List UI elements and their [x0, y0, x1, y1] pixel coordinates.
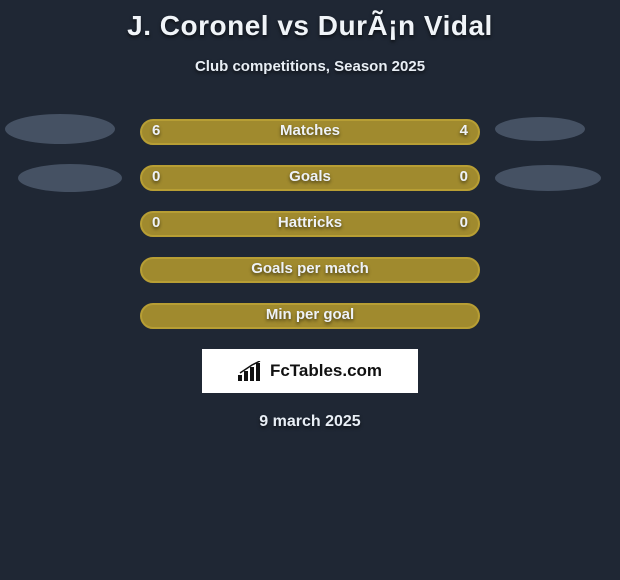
stat-row: Min per goal [0, 303, 620, 329]
date-text: 9 march 2025 [0, 413, 620, 431]
right-ellipse [495, 117, 585, 141]
left-ellipse [18, 164, 122, 192]
stat-bar: 0 Goals 0 [140, 165, 480, 191]
stat-label: Goals per match [140, 260, 480, 277]
stat-bar: 0 Hattricks 0 [140, 211, 480, 237]
stat-row: 0 Hattricks 0 [0, 211, 620, 237]
subtitle: Club competitions, Season 2025 [0, 58, 620, 75]
stat-label: Hattricks [140, 214, 480, 231]
right-value: 0 [460, 168, 468, 185]
stat-row: Goals per match [0, 257, 620, 283]
stat-bar: 6 Matches 4 [140, 119, 480, 145]
right-value: 0 [460, 214, 468, 231]
bars-icon [238, 361, 264, 381]
stat-bar: Goals per match [140, 257, 480, 283]
stat-label: Goals [140, 168, 480, 185]
left-ellipse [5, 114, 115, 144]
stat-row: 0 Goals 0 [0, 165, 620, 191]
comparison-chart: 6 Matches 4 0 Goals 0 0 Hattricks 0 Goal… [0, 119, 620, 329]
stat-label: Min per goal [140, 306, 480, 323]
right-value: 4 [460, 122, 468, 139]
stat-label: Matches [140, 122, 480, 139]
stat-row: 6 Matches 4 [0, 119, 620, 145]
right-ellipse [495, 165, 601, 191]
attribution-logo: FcTables.com [202, 349, 418, 393]
stat-bar: Min per goal [140, 303, 480, 329]
logo-text: FcTables.com [270, 361, 382, 381]
page-title: J. Coronel vs DurÃ¡n Vidal [0, 0, 620, 42]
